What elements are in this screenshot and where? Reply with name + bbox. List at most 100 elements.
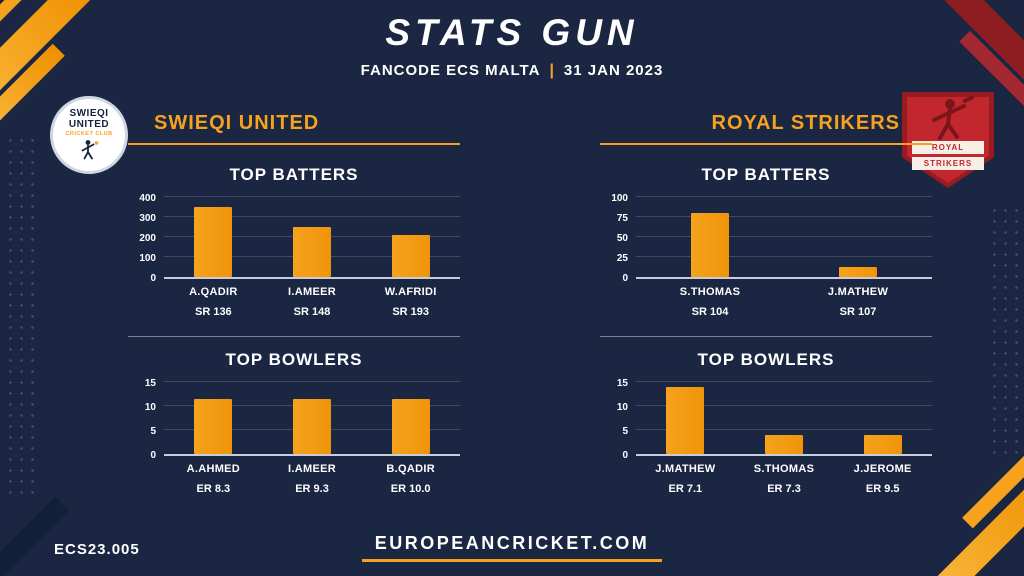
- bar-label-group: W.AFRIDI SR 193: [361, 286, 460, 318]
- gridline: [164, 381, 460, 382]
- player-stat: SR 148: [293, 306, 331, 318]
- player-stat: ER 9.3: [295, 483, 329, 495]
- y-tick-label: 0: [622, 273, 628, 284]
- player-name: J.MATHEW: [827, 286, 889, 298]
- player-stat: SR 104: [691, 306, 729, 318]
- logo-text: CRICKET CLUB: [65, 131, 113, 137]
- bar-label-group: J.MATHEW ER 7.1: [636, 463, 735, 495]
- royal-top-batters-chart: 0 25 50 75 100 S.THOMAS SR 104 J.MATHEW SR 107: [600, 193, 932, 318]
- y-axis: 0 100 200 300 400: [128, 194, 164, 284]
- panel-divider: [600, 336, 932, 337]
- player-name: S.THOMAS: [679, 286, 741, 298]
- bar-label-group: J.JEROME ER 9.5: [833, 463, 932, 495]
- team-title-royal-strikers: ROYAL STRIKERS: [711, 112, 900, 134]
- panel-swieqi-united: SWIEQI UNITED TOP BATTERS 0 100 200 300 400 A…: [128, 96, 460, 495]
- y-tick-label: 15: [144, 378, 156, 389]
- player-stat: SR 193: [392, 306, 430, 318]
- bar: [666, 386, 705, 454]
- gridline: [636, 429, 932, 430]
- gridline: [636, 196, 932, 197]
- bar: [391, 235, 430, 277]
- bar-label-group: S.THOMAS SR 104: [636, 286, 784, 318]
- gridline: [636, 381, 932, 382]
- header: STATS GUN FANCODE ECS MALTA | 31 JAN 2023: [0, 12, 1024, 80]
- y-tick-label: 15: [616, 378, 628, 389]
- section-title-top-batters: TOP BATTERS: [229, 165, 359, 184]
- gridline: [164, 216, 460, 217]
- section-title-top-batters: TOP BATTERS: [701, 165, 831, 184]
- panel-divider: [128, 336, 460, 337]
- player-name: A.AHMED: [186, 463, 241, 475]
- logo-text: UNITED: [68, 119, 110, 130]
- bar: [764, 434, 803, 454]
- player-stat: ER 8.3: [196, 483, 231, 495]
- y-tick-label: 50: [616, 233, 628, 244]
- y-tick-label: 0: [150, 450, 156, 461]
- section-title-top-bowlers: TOP BOWLERS: [697, 350, 835, 369]
- gridline: [636, 216, 932, 217]
- y-tick-label: 100: [611, 193, 628, 204]
- swieqi-top-bowlers-chart: 0 5 10 15 A.AHMED ER 8.3 I.AMEER ER 9.3 B.QADIR E…: [128, 379, 460, 495]
- y-tick-label: 5: [622, 426, 628, 437]
- player-stat: ER 9.5: [865, 483, 900, 495]
- swieqi-united-logo: SWIEQI UNITED CRICKET CLUB: [50, 96, 128, 174]
- player-stat: ER 10.0: [390, 483, 431, 495]
- bar: [839, 266, 877, 277]
- y-axis: 0 5 10 15: [128, 379, 164, 461]
- team-title-swieqi-united: SWIEQI UNITED: [154, 112, 320, 134]
- y-tick-label: 200: [139, 233, 156, 244]
- gridline: [636, 256, 932, 257]
- player-name: J.JEROME: [853, 463, 912, 475]
- y-tick-label: 0: [622, 450, 628, 461]
- page-title: STATS GUN: [385, 12, 639, 53]
- bar-label-group: I.AMEER ER 9.3: [263, 463, 362, 495]
- dot-pattern-decoration: [5, 135, 35, 500]
- logo-text: ROYAL: [931, 142, 965, 152]
- player-stat: ER 7.3: [767, 483, 801, 495]
- bar: [194, 398, 233, 454]
- event-date: 31 JAN 2023: [563, 62, 664, 79]
- y-tick-label: 25: [616, 253, 628, 264]
- team-title-underline: [600, 143, 932, 145]
- panel-royal-strikers: ROYAL STRIKERS TOP BATTERS 0 25 50 75 100 S.T…: [600, 96, 932, 495]
- player-name: S.THOMAS: [753, 463, 815, 475]
- bar: [292, 398, 331, 454]
- player-stat: SR 107: [839, 306, 877, 318]
- player-name: A.QADIR: [189, 286, 238, 298]
- bar-label-group: I.AMEER SR 148: [263, 286, 362, 318]
- y-tick-label: 400: [139, 193, 156, 204]
- logo-text: SWIEQI: [69, 108, 109, 119]
- website-footer: EUROPEANCRICKET.COM: [0, 533, 1024, 562]
- player-name: J.MATHEW: [655, 463, 716, 475]
- bar: [691, 213, 729, 277]
- bar: [391, 398, 430, 454]
- event-name: FANCODE ECS MALTA: [360, 62, 541, 79]
- batsman-icon: [932, 96, 974, 140]
- player-name: I.AMEER: [288, 286, 336, 298]
- gridline: [164, 196, 460, 197]
- y-tick-label: 10: [144, 402, 156, 413]
- swieqi-top-batters-chart: 0 100 200 300 400 A.QADIR SR 136 I.AMEER SR 148 W…: [128, 194, 460, 318]
- bar: [863, 434, 902, 454]
- bar-label-group: A.AHMED ER 8.3: [164, 463, 263, 495]
- plot-area: [164, 381, 460, 456]
- batsman-icon: [81, 140, 99, 160]
- corner-slash-decoration: [962, 452, 1024, 529]
- bar: [194, 207, 233, 277]
- website-url: EUROPEANCRICKET.COM: [374, 533, 650, 553]
- section-title-top-bowlers: TOP BOWLERS: [225, 350, 363, 369]
- plot-area: [164, 196, 460, 279]
- bar-label-group: B.QADIR ER 10.0: [361, 463, 460, 495]
- player-stat: ER 7.1: [668, 483, 703, 495]
- subtitle-separator: |: [549, 62, 555, 79]
- player-name: I.AMEER: [288, 463, 336, 475]
- royal-top-bowlers-chart: 0 5 10 15 J.MATHEW ER 7.1 S.THOMAS ER 7.3 J.JERO…: [600, 378, 932, 495]
- player-stat: SR 136: [194, 306, 232, 318]
- player-name: W.AFRIDI: [384, 286, 437, 298]
- y-tick-label: 5: [150, 426, 156, 437]
- gridline: [636, 405, 932, 406]
- bar-label-group: A.QADIR SR 136: [164, 286, 263, 318]
- bar-label-group: J.MATHEW SR 107: [784, 286, 932, 318]
- gridline: [636, 236, 932, 237]
